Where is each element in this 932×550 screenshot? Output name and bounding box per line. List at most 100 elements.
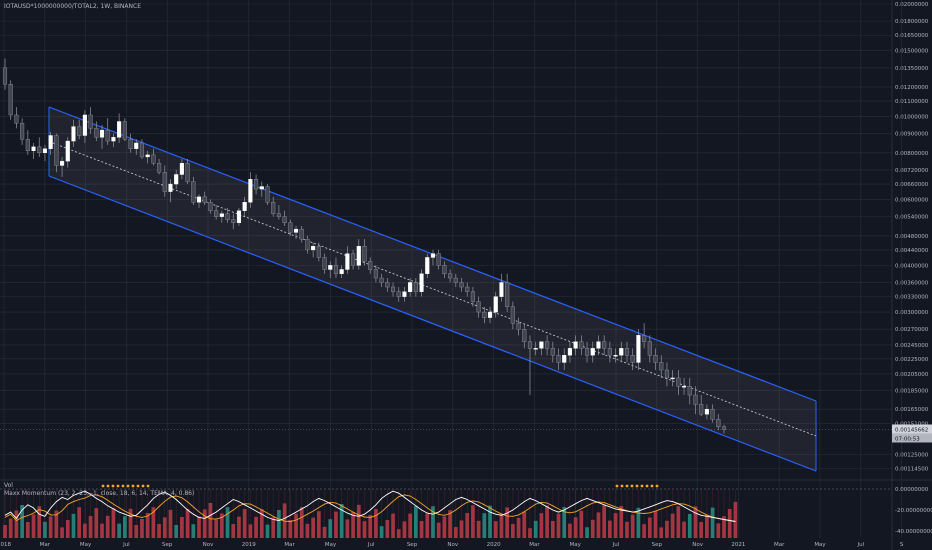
candle-body bbox=[373, 269, 378, 279]
channel-lower-line bbox=[48, 175, 817, 472]
y-tick-label: 0.00114500 bbox=[895, 467, 929, 473]
candle-body bbox=[505, 282, 510, 307]
histogram-bar bbox=[162, 517, 167, 538]
candle-body bbox=[88, 114, 93, 129]
candle-body bbox=[470, 291, 475, 302]
histogram-bar bbox=[682, 521, 686, 538]
histogram-bar bbox=[516, 517, 521, 538]
candle bbox=[545, 335, 550, 356]
histogram-bar bbox=[391, 513, 395, 538]
candle bbox=[293, 225, 299, 240]
y-tick-label: 0.00900000 bbox=[895, 132, 929, 138]
candle-body bbox=[48, 135, 53, 149]
candle-body bbox=[556, 355, 561, 363]
candle bbox=[122, 118, 127, 142]
candle bbox=[493, 291, 498, 318]
signal-dots bbox=[101, 484, 659, 488]
histogram-bar bbox=[362, 521, 367, 538]
candle bbox=[567, 341, 572, 363]
y-tick-label: 0.00225000 bbox=[895, 357, 929, 363]
histogram-bar bbox=[288, 520, 293, 538]
candle-body bbox=[499, 282, 504, 297]
candle bbox=[465, 282, 470, 297]
histogram-bar bbox=[705, 514, 709, 538]
candle-body bbox=[721, 426, 727, 430]
candle-body bbox=[94, 128, 99, 138]
candle bbox=[630, 348, 635, 371]
volume-label[interactable]: Vol bbox=[4, 482, 13, 489]
histogram-bar bbox=[20, 505, 24, 538]
candle-body bbox=[613, 355, 618, 357]
candle-body bbox=[117, 121, 122, 138]
candle bbox=[430, 249, 436, 266]
histogram-bar bbox=[60, 527, 64, 538]
candle-body bbox=[25, 138, 30, 151]
candle bbox=[448, 269, 453, 283]
histogram-bar bbox=[237, 516, 241, 538]
histogram-bar bbox=[157, 524, 161, 538]
candle-body bbox=[362, 246, 367, 262]
histogram-bar bbox=[414, 505, 418, 538]
y-tick-label: 0.00270000 bbox=[895, 327, 929, 333]
candle-body bbox=[311, 246, 316, 251]
y-tick-label: 0.01350000 bbox=[895, 66, 929, 72]
histogram-bar bbox=[219, 513, 224, 538]
candle bbox=[214, 205, 219, 220]
y-tick-label: 0.01000000 bbox=[895, 115, 929, 121]
candle-body bbox=[333, 265, 339, 274]
countdown-badge bbox=[892, 433, 932, 443]
symbol-header[interactable]: IOTAUSD*1000000000/TOTAL2, 1W, BINANCE bbox=[4, 3, 141, 10]
candle bbox=[162, 165, 167, 197]
indicator-label[interactable]: Maxx Momentum (23, 2, 25, -1, close, 18,… bbox=[4, 490, 195, 497]
histogram-bar bbox=[71, 513, 76, 538]
y-tick-label: 0.00660000 bbox=[895, 182, 929, 188]
candle-body bbox=[191, 181, 196, 203]
candle-body bbox=[202, 196, 207, 203]
x-tick-label: 2019 bbox=[242, 542, 256, 548]
momentum-orange-line bbox=[4, 494, 736, 522]
histogram-bar bbox=[191, 524, 196, 538]
candle-body bbox=[510, 306, 515, 324]
histogram-bar bbox=[533, 520, 538, 538]
histogram-bar bbox=[670, 513, 675, 538]
signal-dot bbox=[146, 484, 150, 488]
candle-body bbox=[328, 265, 333, 270]
histogram-bar bbox=[105, 515, 110, 538]
candle-body bbox=[699, 404, 704, 415]
x-tick-label: May bbox=[80, 542, 92, 548]
y-tick-label: 0.00600000 bbox=[895, 198, 929, 204]
candle-body bbox=[596, 341, 601, 349]
candle bbox=[174, 169, 179, 190]
candle-body bbox=[465, 286, 470, 292]
candle-body bbox=[567, 348, 572, 356]
histogram-bar bbox=[590, 519, 595, 538]
histogram-bar bbox=[505, 507, 510, 538]
candle-body bbox=[351, 253, 356, 266]
candle-body bbox=[185, 163, 190, 182]
candle bbox=[425, 253, 430, 279]
candle bbox=[476, 296, 481, 318]
histogram-bar bbox=[442, 516, 447, 538]
candle-body bbox=[259, 186, 264, 190]
y-tick-label: 0.01650000 bbox=[895, 33, 929, 39]
candle-body bbox=[168, 183, 173, 192]
histogram-bar bbox=[459, 520, 464, 538]
candle bbox=[88, 107, 93, 134]
y-tick-label: 0.00125000 bbox=[895, 452, 929, 458]
histogram-bar bbox=[345, 519, 350, 538]
candle-body bbox=[545, 341, 550, 349]
histogram-bar bbox=[687, 514, 692, 538]
histogram-bar bbox=[465, 513, 470, 538]
histogram-bar bbox=[613, 513, 618, 538]
candle bbox=[527, 335, 533, 396]
candle-body bbox=[659, 362, 664, 371]
candle-body bbox=[533, 348, 538, 350]
y-tick-label: 0.00185000 bbox=[895, 389, 929, 395]
candle bbox=[351, 249, 356, 270]
candle bbox=[487, 306, 493, 324]
signal-dot bbox=[625, 484, 629, 488]
candle-body bbox=[208, 202, 213, 211]
candle bbox=[71, 119, 76, 147]
candle bbox=[505, 273, 510, 313]
